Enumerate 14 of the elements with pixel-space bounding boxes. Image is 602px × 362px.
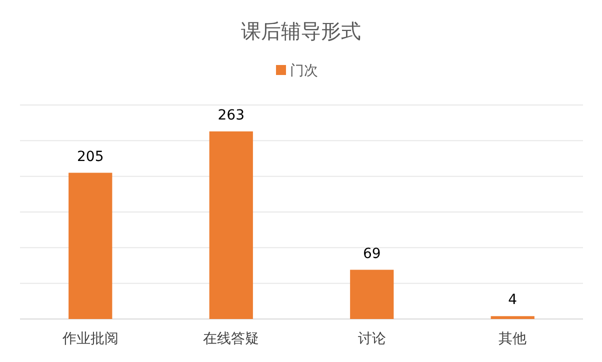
bar: [68, 172, 112, 319]
x-tick-label: 讨论: [358, 331, 386, 347]
data-label: 4: [508, 292, 518, 308]
x-tick-label: 在线答疑: [203, 331, 260, 347]
data-label: 69: [362, 246, 381, 262]
data-label: 205: [77, 148, 104, 165]
bar: [490, 316, 534, 319]
chart-title: 课后辅导形式: [241, 19, 361, 43]
bar: [350, 270, 394, 319]
data-label: 263: [218, 107, 244, 124]
legend-label: 门次: [290, 63, 318, 79]
bar: [209, 131, 253, 319]
x-tick-label: 其他: [498, 331, 527, 347]
x-tick-label: 作业批阅: [61, 331, 118, 347]
